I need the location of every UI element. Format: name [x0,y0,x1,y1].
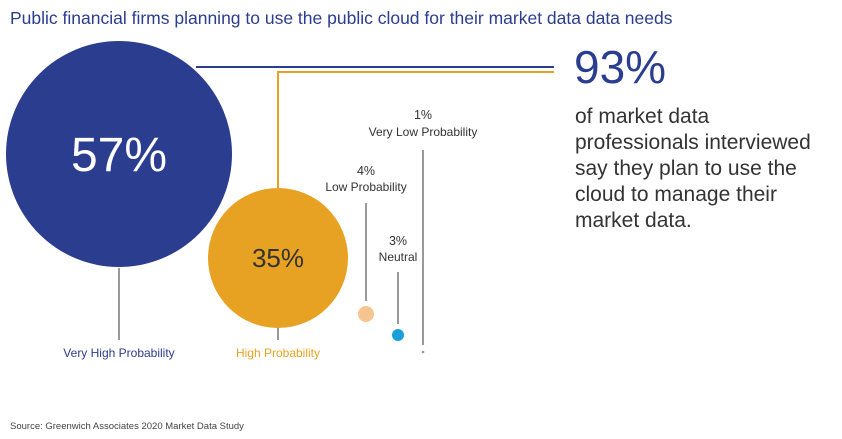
bubble-low [358,306,374,322]
value-label-neutral: 3% [389,234,407,248]
value-label-very-low: 1% [414,108,432,122]
leader-line-high [277,71,554,188]
chart-title: Public financial firms planning to use t… [10,8,673,28]
category-label-very-high: Very High Probability [63,346,174,360]
category-label-low: Low Probability [325,180,406,194]
bubble-high [208,188,348,328]
category-label-neutral: Neutral [379,250,418,264]
value-label-low: 4% [357,164,375,178]
bubbles [6,41,425,354]
bubble-labels: 57% Very High Probability 35% High Probabil… [63,108,477,360]
source-note: Source: Greenwich Associates 2020 Market… [10,421,244,432]
bubble-neutral [392,329,404,341]
highlight-value: 93% [574,41,667,93]
category-label-high: High Probability [236,346,320,360]
category-label-very-low: Very Low Probability [369,125,478,139]
bubble-very-low [421,350,425,354]
value-label-very-high: 57% [71,129,167,182]
bubble-very-high [6,41,232,267]
highlight-description: of market data professionals interviewed… [575,105,811,232]
value-label-high: 35% [252,243,304,273]
